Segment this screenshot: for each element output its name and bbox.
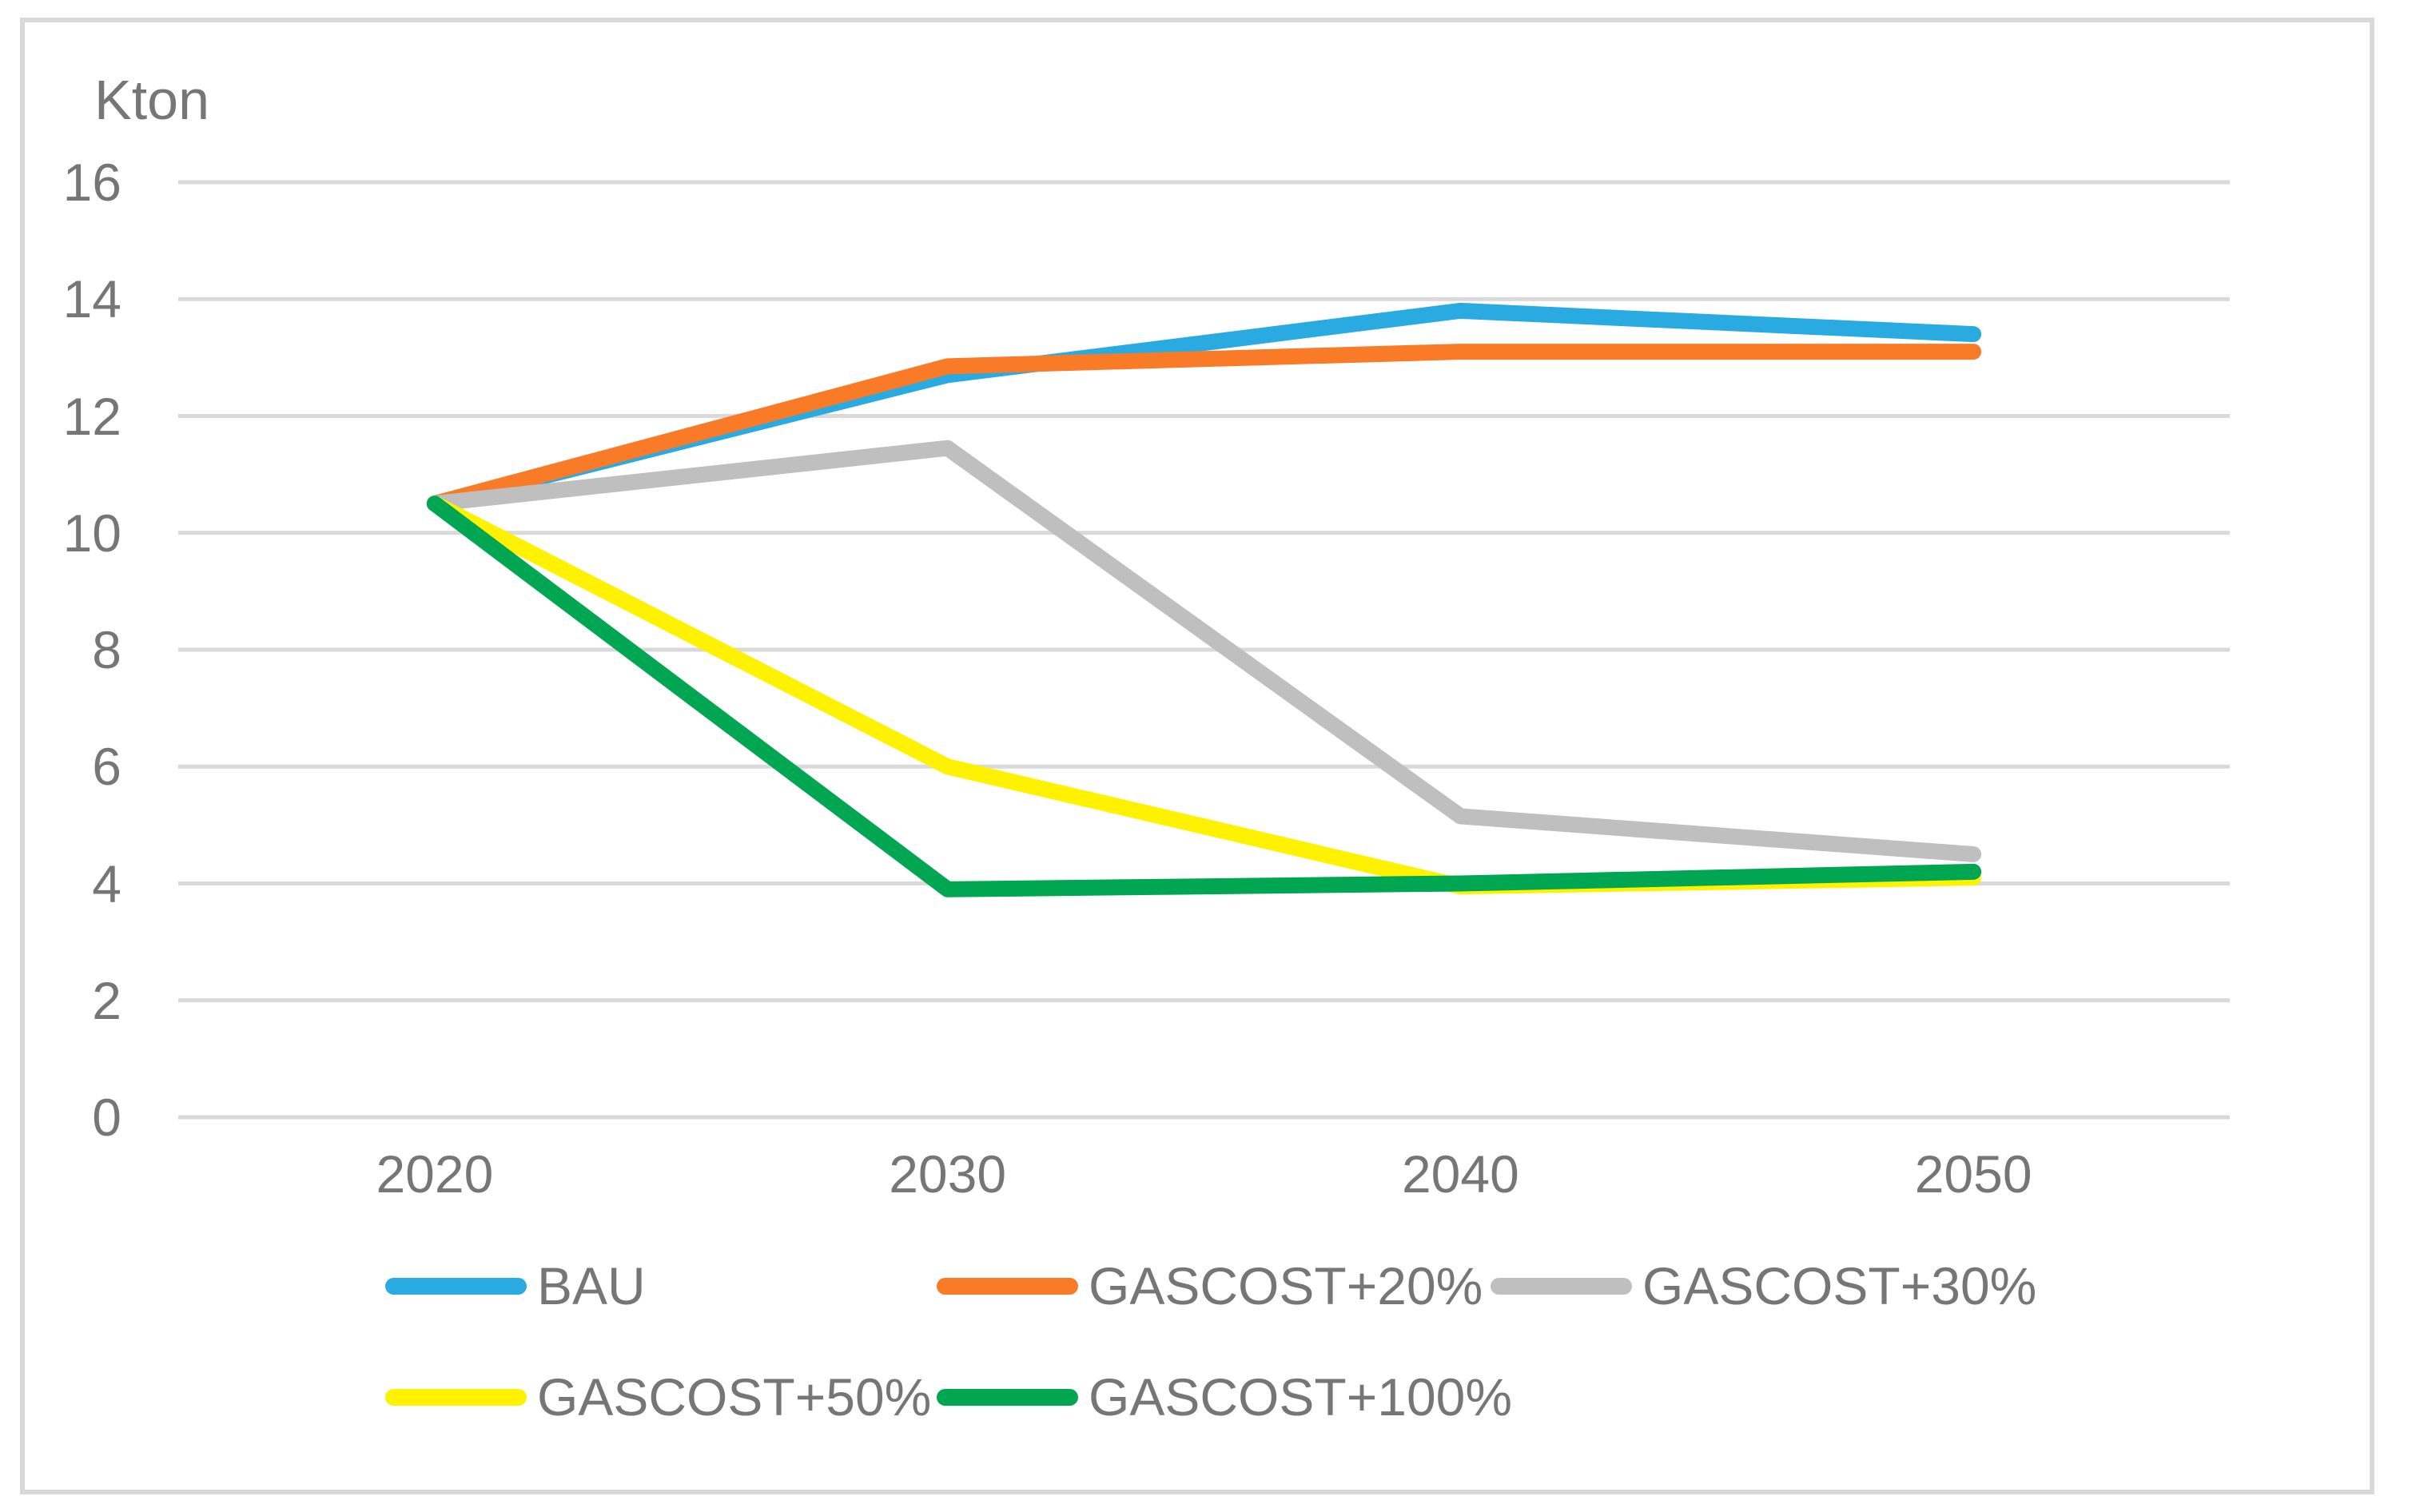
x-tick-label-2020: 2020 <box>376 1144 494 1204</box>
legend-item-gascost-100: GASCOST+100% <box>937 1368 1512 1426</box>
x-tick-label-2050: 2050 <box>1914 1144 2032 1204</box>
series-line-gascost-100 <box>426 495 1982 897</box>
legend-label-gascost-30: GASCOST+30% <box>1642 1256 2037 1315</box>
x-tick-label-2040: 2040 <box>1401 1144 1519 1204</box>
legend-label-gascost-50: GASCOST+50% <box>537 1367 932 1426</box>
y-tick-label-2: 2 <box>92 970 121 1030</box>
legend-item-gascost-20: GASCOST+20% <box>937 1257 1483 1315</box>
y-tick-label-0: 0 <box>92 1088 121 1147</box>
legend-swatch-bau <box>385 1277 527 1295</box>
y-tick-label-8: 8 <box>92 620 121 679</box>
legend-label-gascost-20: GASCOST+20% <box>1089 1256 1483 1315</box>
y-tick-label-16: 16 <box>62 153 121 212</box>
legend-swatch-gascost-20 <box>937 1277 1078 1295</box>
figure-border <box>20 18 2374 1494</box>
series-line-gascost-30 <box>426 440 1982 862</box>
legend-item-bau: BAU <box>385 1257 646 1315</box>
y-tick-label-6: 6 <box>92 737 121 797</box>
legend-item-gascost-50: GASCOST+50% <box>385 1368 931 1426</box>
x-tick-label-2030: 2030 <box>889 1144 1007 1204</box>
legend-swatch-gascost-30 <box>1491 1277 1632 1295</box>
y-tick-label-12: 12 <box>62 386 121 446</box>
y-axis-unit-label: Kton <box>94 69 209 131</box>
y-tick-label-10: 10 <box>62 503 121 563</box>
y-tick-label-14: 14 <box>62 269 121 329</box>
series-line-gascost-50 <box>426 495 1982 895</box>
series-line-gascost-20 <box>426 344 1982 512</box>
legend-swatch-gascost-100 <box>937 1388 1078 1406</box>
y-tick-label-4: 4 <box>92 853 121 913</box>
legend-label-gascost-100: GASCOST+100% <box>1089 1367 1513 1426</box>
legend-swatch-gascost-50 <box>385 1388 527 1406</box>
legend-label-bau: BAU <box>537 1256 646 1315</box>
legend-item-gascost-30: GASCOST+30% <box>1491 1257 2036 1315</box>
